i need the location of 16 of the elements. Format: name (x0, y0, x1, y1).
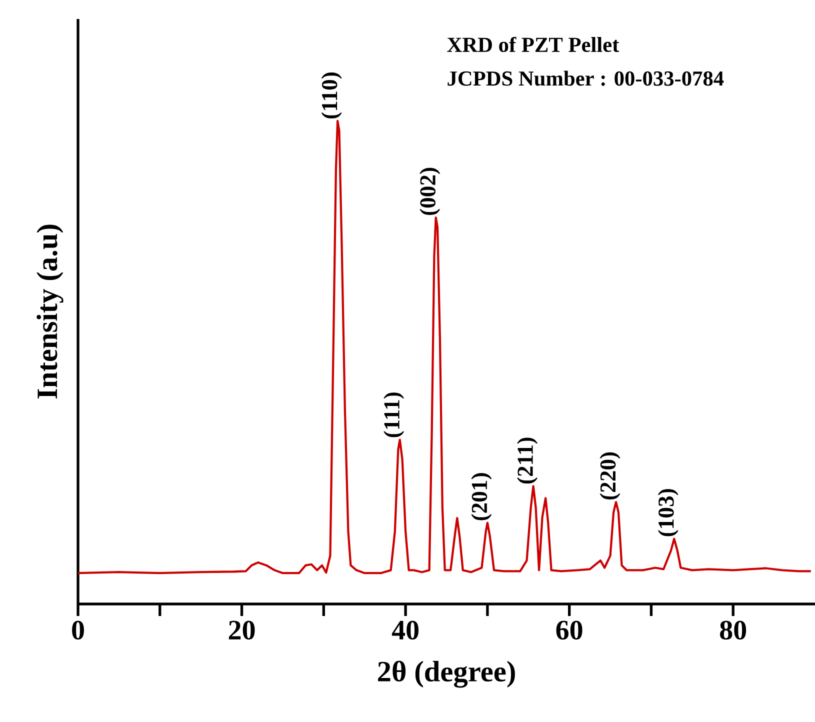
annotation: (002) (420, 168, 440, 215)
annotation: (220) (600, 452, 620, 500)
x-tick-label: 0 (72, 620, 84, 640)
x-tick-label: 20 (228, 620, 255, 640)
x-tick-label: 80 (720, 620, 746, 640)
annotation: (110) (321, 72, 342, 118)
annotation: (103) (658, 489, 678, 536)
x-tick-label: 40 (392, 620, 418, 640)
text: JCPDS Number : 00-033-0784 (448, 70, 724, 86)
annotation: (201) (471, 473, 492, 520)
x-axis-title: 2θ (degree) (378, 660, 515, 688)
y-axis-title: Intensity (a.u) (36, 224, 64, 399)
text: XRD of PZT Pellet (447, 36, 620, 52)
x-tick-label: 60 (556, 620, 582, 640)
annotation: (211) (517, 438, 538, 484)
annotation: (111) (384, 392, 404, 438)
